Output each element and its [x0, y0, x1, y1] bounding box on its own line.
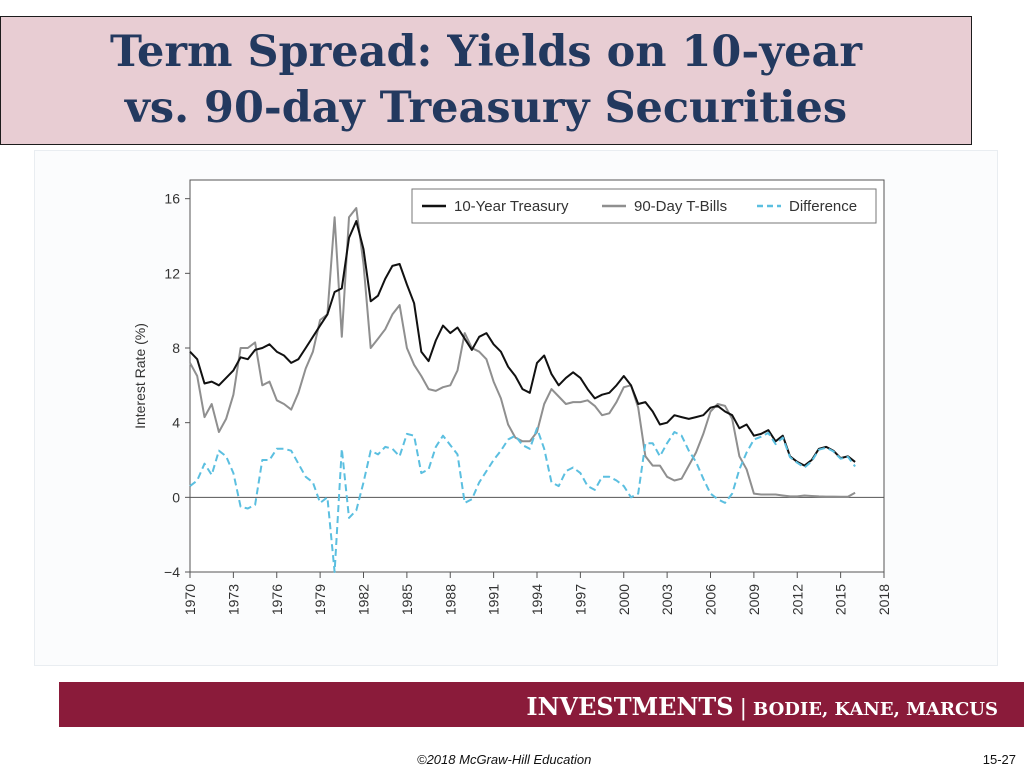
x-tick-label: 1970 [182, 584, 198, 615]
y-tick-label: 12 [164, 265, 180, 281]
slide-title-line-2: vs. 90-day Treasury Securities [124, 83, 848, 133]
x-tick-label: 1988 [442, 584, 458, 615]
footer-authors: BODIE, KANE, MARCUS [753, 699, 998, 720]
x-tick-label: 2003 [659, 584, 675, 615]
legend-label: 10-Year Treasury [454, 198, 569, 215]
footer-bar: INVESTMENTS | BODIE, KANE, MARCUS [59, 682, 1024, 727]
x-tick-label: 1991 [486, 584, 502, 615]
legend-label: Difference [789, 198, 857, 215]
y-axis-label: Interest Rate (%) [132, 323, 148, 429]
y-tick-label: 4 [172, 415, 180, 431]
plot-frame [189, 179, 885, 573]
x-tick-label: 1976 [269, 584, 285, 615]
x-tick-label: 2006 [703, 584, 719, 615]
slide-title-line-1: Term Spread: Yields on 10-year [109, 27, 863, 77]
title-box: Term Spread: Yields on 10-year vs. 90-da… [0, 16, 972, 145]
x-tick-label: 1997 [572, 584, 588, 615]
y-tick-label: 0 [172, 489, 180, 505]
interest-rate-chart: −4 0 4 8 12 16 1970 1973 1976 1979 1982 1985 1988 199… [132, 179, 892, 615]
footer-separator: | [739, 696, 748, 721]
x-tick-label: 1982 [356, 584, 372, 615]
x-tick-label: 2018 [876, 584, 892, 615]
x-tick-label: 1973 [225, 584, 241, 615]
y-tick-label: 16 [164, 191, 180, 207]
series-line-10-year-treasury [189, 220, 856, 467]
slide-number: 15-27 [982, 752, 1016, 767]
y-tick-label: 8 [172, 340, 180, 356]
x-tick-label: 1985 [399, 584, 415, 615]
legend-box [411, 188, 877, 224]
y-tick-label: −4 [164, 564, 180, 580]
footer-book-title: INVESTMENTS [526, 692, 734, 721]
series-line-difference [189, 427, 856, 573]
x-tick-label: 2009 [746, 584, 762, 615]
legend-label: 90-Day T-Bills [634, 198, 727, 215]
x-tick-label: 2000 [616, 584, 632, 615]
x-tick-label: 1979 [312, 584, 328, 615]
x-tick-label: 2015 [833, 584, 849, 615]
chart-figure: −4 0 4 8 12 16 1970 1973 1976 1979 1982 1985 1988 199… [34, 150, 998, 666]
series-line-90-day-t-bills [189, 207, 856, 498]
copyright-notice: ©2018 McGraw-Hill Education [417, 752, 592, 767]
x-tick-label: 1994 [529, 584, 545, 615]
footer-text: INVESTMENTS | BODIE, KANE, MARCUS [526, 692, 998, 721]
x-tick-label: 2012 [789, 584, 805, 615]
